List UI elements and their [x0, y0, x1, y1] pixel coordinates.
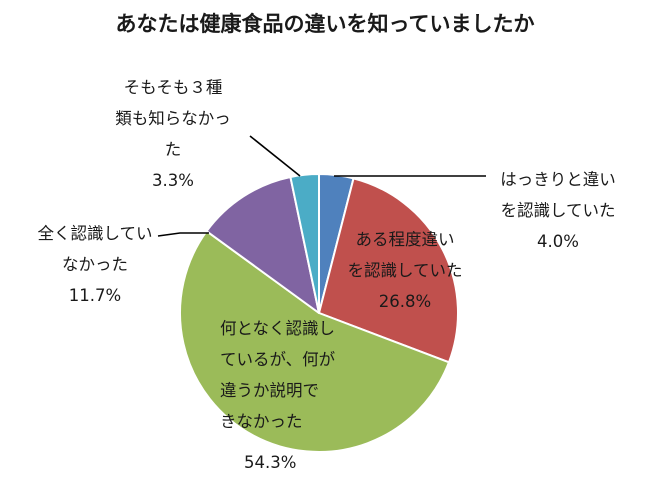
pie-slice-did-not-know-types [289, 173, 320, 314]
pie-slice-some-difference [318, 177, 459, 364]
slice-value-vague-awareness: 54.3% [244, 453, 297, 472]
leader-line-not-aware [157, 232, 209, 237]
chart-title: あなたは健康食品の違いを知っていましたか [115, 12, 535, 36]
slice-label-not-aware: 全く認識してい なかった 11.7% [37, 224, 153, 305]
slice-label-some-difference: ある程度違い を認識していた 26.8% [347, 230, 463, 311]
pie-slice-vague-awareness [179, 230, 450, 453]
slice-label-clear-difference: はっきりと違い を認識していた 4.0% [500, 170, 616, 251]
slice-label-vague-awareness: 何となく認識し ているが、何が 違うか説明で きなかった [220, 319, 336, 431]
pie-slice-not-aware [205, 175, 320, 314]
leader-line-did-not-know-types [249, 135, 301, 177]
slice-label-did-not-know-types: そもそも３種 類も知らなかっ た 3.3% [115, 78, 231, 190]
